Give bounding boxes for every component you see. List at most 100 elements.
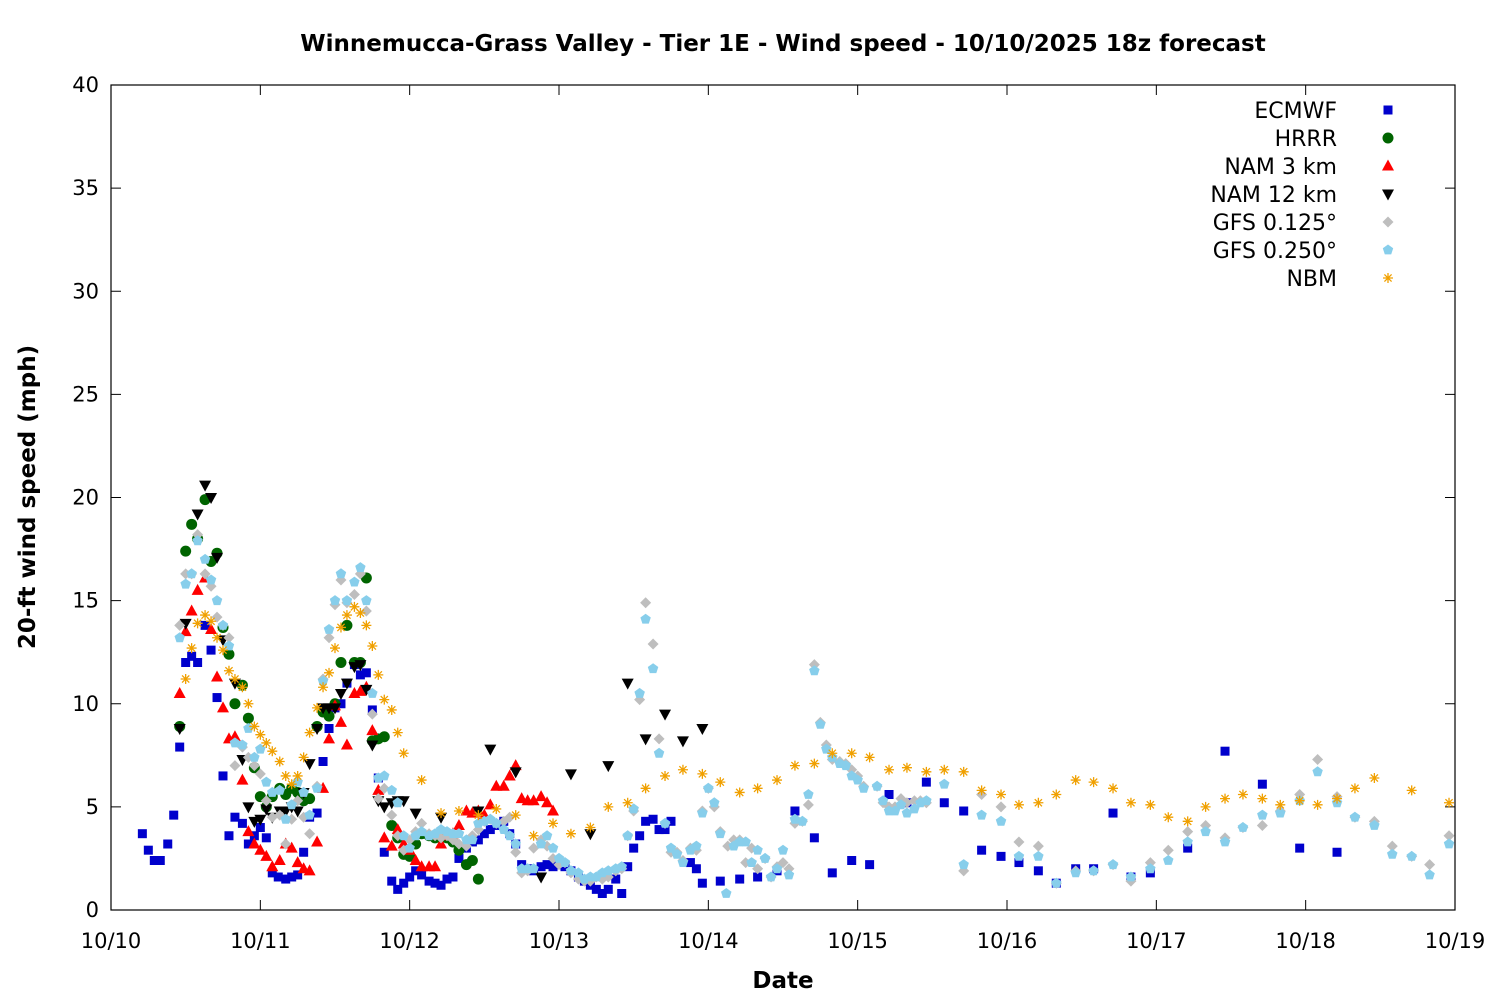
point-ecmwf <box>143 845 153 855</box>
point-hrrr <box>335 657 347 668</box>
point-nbm <box>772 775 783 786</box>
point-gfs-0-250 <box>192 535 203 546</box>
point-nam-12-km <box>199 480 212 492</box>
point-nbm <box>752 783 763 794</box>
point-gfs-0-250 <box>1312 766 1323 777</box>
point-gfs-0-125 <box>199 568 211 580</box>
point-ecmwf <box>1183 843 1193 853</box>
y-tick-label: 25 <box>72 382 99 406</box>
point-gfs-0-250 <box>1275 807 1286 818</box>
point-gfs-0-250 <box>416 826 427 837</box>
point-nam-12-km <box>254 814 267 826</box>
point-nam-12-km <box>242 802 255 814</box>
point-gfs-0-250 <box>671 848 683 859</box>
point-ecmwf <box>393 884 403 894</box>
point-gfs-0-125 <box>304 828 316 840</box>
point-ecmwf <box>312 808 322 818</box>
point-ecmwf <box>243 839 253 849</box>
point-gfs-0-125 <box>528 842 540 854</box>
point-gfs-0-250 <box>559 857 571 867</box>
point-gfs-0-125 <box>1032 840 1044 852</box>
point-gfs-0-250 <box>697 807 708 818</box>
point-gfs-0-125 <box>280 838 292 850</box>
legend-label-ecmwf: ECMWF <box>1254 99 1337 124</box>
y-tick-label: 5 <box>86 795 99 819</box>
point-gfs-0-250 <box>1051 877 1062 888</box>
point-gfs-0-250 <box>335 568 347 579</box>
point-ecmwf <box>442 874 452 884</box>
point-gfs-0-250 <box>229 737 241 748</box>
point-nbm <box>1070 775 1081 786</box>
point-nbm <box>267 746 278 757</box>
point-ecmwf <box>287 872 297 882</box>
point-nam-12-km <box>564 769 577 781</box>
point-nam-3-km <box>541 796 554 808</box>
point-gfs-0-250 <box>349 576 360 587</box>
point-hrrr <box>242 712 254 724</box>
point-gfs-0-125 <box>416 817 428 829</box>
point-gfs-0-250 <box>1387 848 1398 859</box>
point-gfs-0-250 <box>1369 819 1380 830</box>
point-gfs-0-250 <box>759 852 771 863</box>
point-ecmwf <box>921 777 931 787</box>
point-gfs-0-250 <box>901 807 913 818</box>
point-ecmwf <box>648 814 658 824</box>
point-gfs-0-250 <box>877 795 889 806</box>
point-gfs-0-250 <box>261 776 272 787</box>
point-ecmwf <box>237 818 247 828</box>
point-gfs-0-250 <box>821 743 832 754</box>
point-gfs-0-125 <box>1182 826 1194 838</box>
point-ecmwf <box>448 872 458 882</box>
point-gfs-0-250 <box>237 739 248 750</box>
point-gfs-0-250 <box>653 747 665 758</box>
point-gfs-0-250 <box>765 871 777 882</box>
point-nbm <box>436 808 447 819</box>
point-gfs-0-250 <box>958 859 969 870</box>
point-nbm <box>180 674 191 684</box>
point-nam-3-km <box>340 738 353 750</box>
series-hrrr <box>174 494 484 885</box>
point-gfs-0-250 <box>616 861 627 872</box>
point-ecmwf <box>611 874 621 884</box>
point-gfs-0-250 <box>361 595 372 606</box>
point-gfs-0-125 <box>254 768 266 780</box>
point-gfs-0-250 <box>840 760 851 771</box>
x-tick-label: 10/16 <box>977 929 1038 953</box>
point-ecmwf <box>753 872 763 882</box>
point-nam-3-km <box>429 860 442 872</box>
point-nam-12-km <box>659 709 672 721</box>
point-gfs-0-125 <box>504 811 516 823</box>
point-nam-3-km <box>291 856 304 868</box>
point-gfs-0-250 <box>199 553 211 564</box>
point-nbm <box>318 682 329 693</box>
point-nam-3-km <box>236 773 249 785</box>
point-ecmwf <box>641 816 651 826</box>
point-nbm <box>976 785 987 796</box>
point-nbm <box>1257 793 1268 804</box>
point-hrrr <box>323 710 335 722</box>
point-ecmwf <box>735 874 745 884</box>
legend-label-gfs-0-250: GFS 0.250° <box>1213 239 1337 264</box>
point-gfs-0-125 <box>1386 840 1398 852</box>
point-nbm <box>734 787 745 798</box>
point-gfs-0-250 <box>317 675 329 686</box>
point-ecmwf <box>715 876 725 886</box>
point-nbm <box>1145 799 1156 810</box>
point-nam-12-km <box>397 796 410 808</box>
point-ecmwf <box>181 658 191 667</box>
legend-marker-ecmwf <box>1383 105 1393 115</box>
point-gfs-0-250 <box>709 797 720 808</box>
point-nam-3-km <box>266 860 279 872</box>
series-nam-3-km <box>173 571 560 876</box>
point-gfs-0-250 <box>280 813 291 824</box>
point-nam-3-km <box>211 670 224 682</box>
point-gfs-0-250 <box>186 568 197 579</box>
point-nam-12-km <box>334 688 347 700</box>
legend-label-nam-3-km: NAM 3 km <box>1224 155 1337 180</box>
point-gfs-0-250 <box>565 865 577 876</box>
point-gfs-0-250 <box>976 809 987 820</box>
point-nam-3-km <box>254 843 267 855</box>
point-nam-3-km <box>260 849 273 861</box>
point-gfs-0-250 <box>871 780 883 791</box>
series-ecmwf <box>137 620 1342 898</box>
